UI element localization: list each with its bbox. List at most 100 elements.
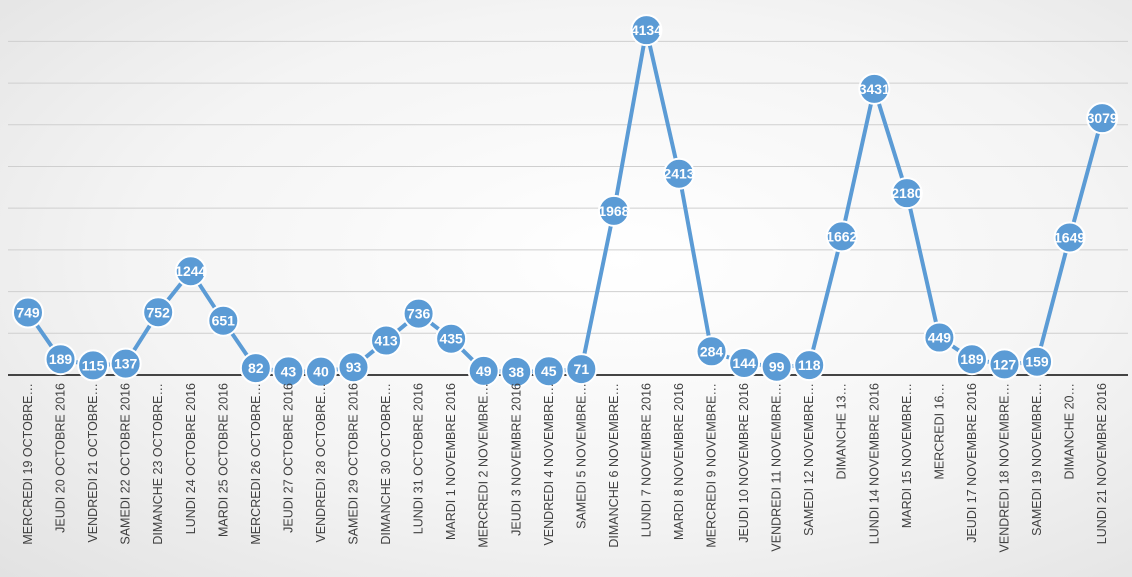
data-label: 118 [798, 357, 821, 373]
x-tick-label: MERCREDI 19 OCTOBRE… [21, 383, 35, 545]
x-tick-label: LUNDI 24 OCTOBRE 2016 [184, 383, 198, 534]
x-tick-label: SAMEDI 5 NOVEMBRE… [574, 383, 588, 529]
x-tick-label: SAMEDI 12 NOVEMBRE… [802, 383, 816, 536]
data-label: 189 [960, 351, 984, 367]
x-tick-label: DIMANCHE 30 OCTOBRE… [379, 383, 393, 545]
data-points [12, 14, 1119, 388]
data-point [337, 351, 370, 384]
data-point [207, 304, 240, 337]
data-label: 99 [769, 359, 785, 375]
x-tick-label: MERCREDI 9 NOVEMBRE… [705, 383, 719, 548]
data-point [825, 220, 858, 253]
x-tick-label: JEUDI 3 NOVEMBRE 2016 [509, 383, 523, 536]
data-label: 752 [147, 304, 171, 320]
x-tick-label: SAMEDI 29 OCTOBRE 2016 [347, 383, 361, 545]
data-label: 3079 [1087, 110, 1118, 126]
data-point [663, 157, 695, 190]
x-tick-label: JEUDI 27 OCTOBRE 2016 [281, 383, 295, 533]
x-tick-label: MERCREDI 16… [932, 383, 946, 480]
x-tick-label: MERCREDI 2 NOVEMBRE… [477, 383, 491, 548]
data-label: 749 [16, 305, 40, 321]
x-tick-label: DIMANCHE 6 NOVEMBRE… [607, 383, 621, 548]
data-point [500, 355, 533, 388]
x-tick-label: SAMEDI 22 OCTOBRE 2016 [119, 383, 133, 545]
data-label: 38 [508, 364, 524, 380]
data-point [858, 72, 891, 105]
data-point [12, 296, 44, 329]
x-tick-label: LUNDI 21 NOVEMBRE 2016 [1095, 383, 1109, 544]
data-point [1086, 102, 1119, 135]
data-label: 137 [114, 356, 138, 372]
x-tick-label: DIMANCHE 23 OCTOBRE… [151, 383, 165, 545]
x-tick-label: JEUDI 10 NOVEMBRE 2016 [737, 383, 751, 543]
x-tick-label: LUNDI 14 NOVEMBRE 2016 [867, 383, 881, 544]
data-label: 43 [281, 363, 297, 379]
data-label: 435 [439, 331, 463, 347]
data-label: 40 [313, 364, 329, 380]
data-point [44, 343, 77, 376]
data-point [109, 347, 142, 380]
data-label: 93 [346, 359, 362, 375]
x-tick-label: LUNDI 7 NOVEMBRE 2016 [639, 383, 653, 537]
data-label: 2180 [891, 185, 922, 201]
data-label: 127 [993, 356, 1017, 372]
data-point [304, 355, 337, 388]
data-label: 413 [374, 333, 398, 349]
data-point [793, 349, 826, 382]
data-label: 45 [541, 363, 557, 379]
x-tick-label: MARDI 8 NOVEMBRE 2016 [672, 383, 686, 540]
data-label: 2413 [663, 166, 694, 182]
data-point [1021, 345, 1054, 378]
data-label: 82 [248, 360, 264, 376]
data-point [435, 322, 468, 355]
x-tick-label: VENDREDI 4 NOVEMBRE… [542, 383, 556, 546]
data-point [370, 324, 403, 357]
data-label: 736 [407, 306, 431, 322]
x-tick-label: VENDREDI 11 NOVEMBRE… [770, 383, 784, 552]
data-point [760, 350, 793, 383]
x-tick-label: MARDI 25 OCTOBRE 2016 [216, 383, 230, 537]
data-labels: 749 189 115 137 752 1244 651 82 43 40 93 413 736 435 4… [16, 22, 1118, 380]
data-point [174, 255, 207, 288]
data-point [467, 354, 500, 387]
x-tick-label: DIMANCHE 13… [835, 383, 849, 480]
data-label: 651 [212, 313, 236, 329]
data-point [1053, 221, 1086, 254]
data-point [272, 355, 305, 388]
data-label: 71 [574, 361, 590, 377]
data-point [923, 321, 956, 354]
data-point [142, 296, 175, 329]
data-label: 1968 [598, 203, 629, 219]
data-label: 144 [732, 355, 756, 371]
data-point [630, 14, 663, 47]
x-tick-label: JEUDI 17 NOVEMBRE 2016 [965, 383, 979, 543]
data-point [597, 194, 630, 227]
x-tick-label: VENDREDI 21 OCTOBRE… [86, 383, 100, 543]
gridlines [8, 40, 1128, 334]
data-point [890, 177, 923, 210]
x-tick-label: DIMANCHE 20… [1063, 383, 1077, 480]
x-tick-label: SAMEDI 19 NOVEMBRE… [1030, 383, 1044, 536]
x-tick-label: VENDREDI 28 OCTOBRE… [314, 383, 328, 543]
x-tick-label: VENDREDI 18 NOVEMBRE… [998, 383, 1012, 552]
data-label: 115 [82, 357, 105, 373]
data-label: 1649 [1054, 229, 1085, 245]
data-label: 49 [476, 363, 492, 379]
data-point [728, 346, 761, 379]
data-point [402, 297, 435, 330]
data-label: 4134 [631, 22, 662, 38]
x-tick-label: MERCREDI 26 OCTOBRE… [249, 383, 263, 545]
x-tick-label: LUNDI 31 OCTOBRE 2016 [412, 383, 426, 534]
data-point [695, 335, 728, 368]
data-label: 449 [928, 330, 952, 346]
series-line [26, 28, 1105, 374]
x-tick-label: MARDI 15 NOVEMBRE… [900, 383, 914, 528]
data-label: 189 [49, 351, 73, 367]
data-point [239, 352, 272, 385]
data-label: 1662 [826, 228, 857, 244]
data-label: 284 [700, 343, 724, 359]
x-tick-label: MARDI 1 NOVEMBRE 2016 [444, 383, 458, 540]
data-point [988, 348, 1021, 381]
data-point [955, 343, 988, 376]
